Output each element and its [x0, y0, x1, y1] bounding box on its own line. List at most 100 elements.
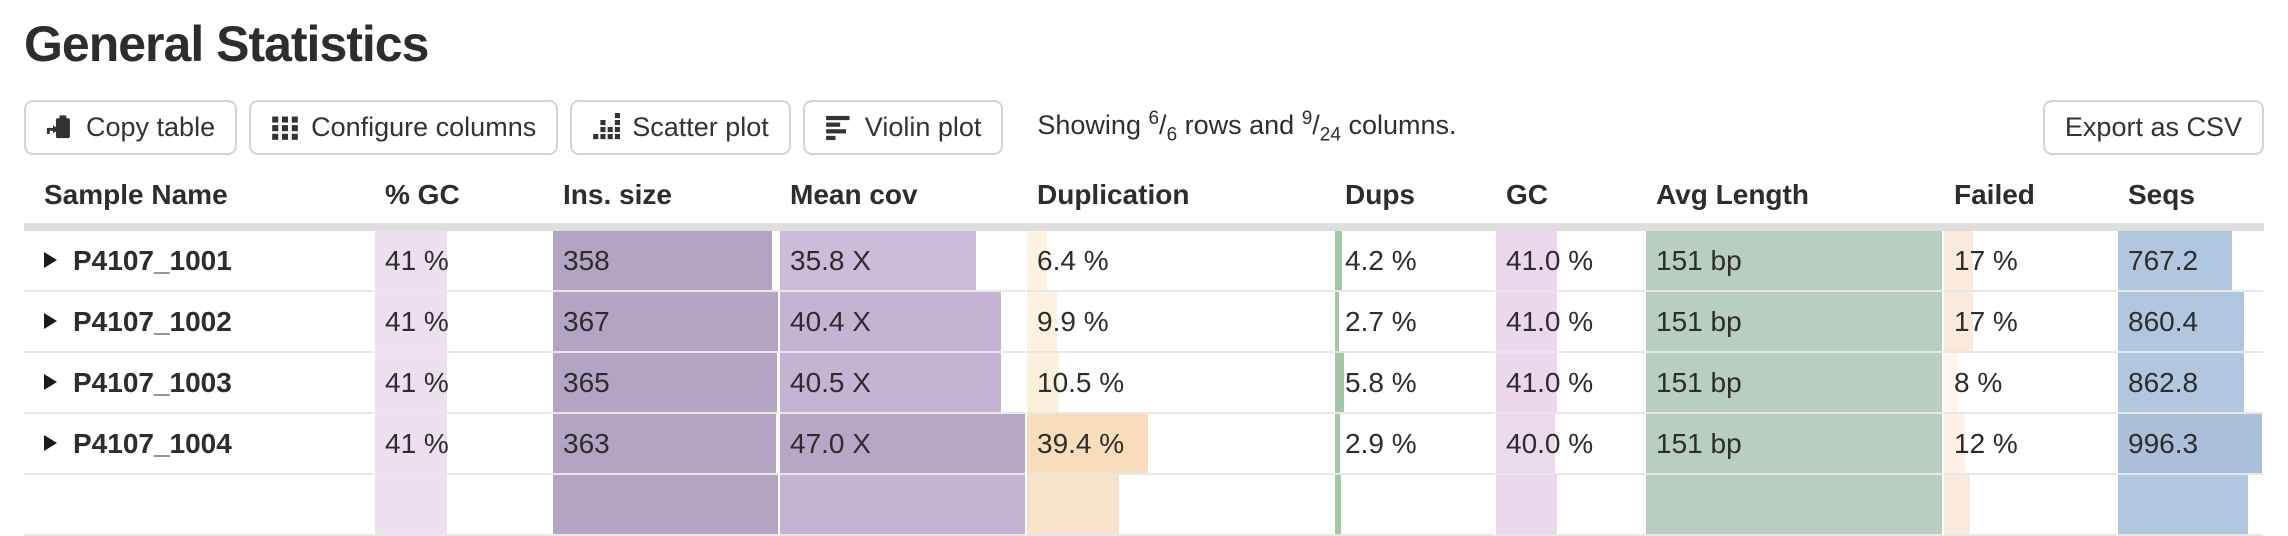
value-bar — [2118, 291, 2244, 351]
cell-value: 12 % — [1954, 427, 2018, 459]
cell-value: 8 % — [1954, 366, 2003, 398]
cell-value: 41 % — [385, 244, 449, 276]
cell-value: 151 bp — [1656, 305, 1742, 337]
cell-ins-size: 367 — [553, 291, 780, 353]
sample-name-label: P4107_1004 — [73, 427, 232, 459]
violin-plot-button[interactable]: Violin plot — [802, 99, 1004, 155]
cell-duplication — [1027, 474, 1335, 536]
cell-value: 41.0 % — [1506, 244, 1594, 276]
column-header-failed[interactable]: Failed — [1944, 173, 2118, 231]
sample-name-label: P4107_1001 — [73, 244, 232, 276]
value-bar — [1944, 352, 1958, 412]
cell-gc-pct — [375, 474, 553, 536]
cell-failed: 12 % — [1944, 413, 2118, 475]
column-header-gc-pct[interactable]: % GC — [375, 173, 553, 231]
value-bar — [780, 230, 976, 290]
cell-mean-cov: 40.5 X — [780, 352, 1027, 414]
table-toolbar: Copy table Configure columns — [24, 99, 2264, 155]
grid-columns-icon — [271, 113, 299, 141]
cell-gc: 40.0 % — [1496, 413, 1646, 475]
cell-seqs: 860.4 — [2118, 291, 2264, 353]
sample-name-label: P4107_1003 — [73, 366, 232, 398]
column-header-dups[interactable]: Dups — [1335, 173, 1496, 231]
cell-seqs: 767.2 — [2118, 230, 2264, 292]
value-bar — [780, 291, 1001, 351]
value-bar — [1944, 230, 1974, 290]
value-bar — [780, 474, 1025, 534]
table-row: P4107_1003 41 % 365 40.5 X 10.5 % 5.8 % 41.0 %… — [24, 352, 2264, 414]
general-statistics-table: Sample Name% GC Ins. size Mean cov Duplicat… — [24, 173, 2264, 536]
column-header-ins-size[interactable]: Ins. size — [553, 173, 780, 231]
value-bar — [375, 474, 448, 534]
value-bar — [1027, 474, 1119, 534]
cell-sample-name: P4107_1004 — [24, 413, 375, 475]
cols-shown: 9 — [1301, 107, 1313, 129]
cell-value: 358 — [563, 244, 610, 276]
column-header-gc[interactable]: GC — [1496, 173, 1646, 231]
table-status-text: Showing 6/6 rows and 9/24 columns. — [1037, 107, 1457, 146]
cell-mean-cov: 35.8 X — [780, 230, 1027, 292]
scatter-plot-button[interactable]: Scatter plot — [570, 99, 791, 155]
value-bar — [1646, 413, 1942, 473]
cell-avg-length — [1646, 474, 1944, 536]
cell-gc-pct: 41 % — [375, 230, 553, 292]
column-header-sample[interactable]: Sample Name — [24, 173, 375, 231]
general-statistics-section: General Statistics Copy table — [0, 16, 2288, 536]
cell-gc: 41.0 % — [1496, 230, 1646, 292]
value-bar — [1646, 291, 1942, 351]
table-header-row: Sample Name% GC Ins. size Mean cov Duplicat… — [24, 173, 2264, 231]
value-bar — [375, 230, 448, 290]
value-bar — [1335, 413, 1340, 473]
table-row: P4107_1004 41 % 363 47.0 X 39.4 % 2.9 % 40.0 %… — [24, 413, 2264, 475]
value-bar — [1027, 291, 1058, 351]
row-expand-triangle-icon[interactable] — [44, 435, 57, 451]
cell-duplication: 6.4 % — [1027, 230, 1335, 292]
value-bar — [1027, 230, 1047, 290]
cell-gc-pct: 41 % — [375, 352, 553, 414]
cell-value: 365 — [563, 366, 610, 398]
configure-columns-button[interactable]: Configure columns — [249, 99, 559, 155]
rows-total: 6 — [1166, 124, 1178, 146]
value-bar — [1496, 413, 1556, 473]
cell-avg-length: 151 bp — [1646, 230, 1944, 292]
cell-value: 41.0 % — [1506, 366, 1594, 398]
cell-value: 860.4 — [2128, 305, 2199, 337]
table-row: P4107_1002 41 % 367 40.4 X 9.9 % 2.7 % 41.0 % 1… — [24, 291, 2264, 353]
cell-dups — [1335, 474, 1496, 536]
cell-ins-size — [553, 474, 780, 536]
cell-dups: 2.7 % — [1335, 291, 1496, 353]
cell-sample-name — [24, 474, 375, 536]
value-bar — [780, 352, 1001, 412]
cell-value: 35.8 X — [790, 244, 871, 276]
table-row-partial — [24, 474, 2264, 536]
sample-name-label: P4107_1002 — [73, 305, 232, 337]
cell-value: 41.0 % — [1506, 305, 1594, 337]
cell-ins-size: 363 — [553, 413, 780, 475]
column-header-avg-length[interactable]: Avg Length — [1646, 173, 1944, 231]
cell-mean-cov: 47.0 X — [780, 413, 1027, 475]
cell-avg-length: 151 bp — [1646, 291, 1944, 353]
cell-value: 17 % — [1954, 305, 2018, 337]
row-expand-triangle-icon[interactable] — [44, 313, 57, 329]
value-bar — [375, 352, 448, 412]
cell-value: 9.9 % — [1037, 305, 1109, 337]
export-csv-label: Export as CSV — [2064, 111, 2242, 142]
cell-failed: 8 % — [1944, 352, 2118, 414]
row-expand-triangle-icon[interactable] — [44, 374, 57, 390]
cell-value: 151 bp — [1656, 427, 1742, 459]
cell-gc-pct: 41 % — [375, 291, 553, 353]
value-bar — [553, 352, 777, 412]
cell-sample-name: P4107_1003 — [24, 352, 375, 414]
row-expand-triangle-icon[interactable] — [44, 252, 57, 268]
export-csv-button[interactable]: Export as CSV — [2042, 99, 2264, 155]
value-bar — [1027, 413, 1148, 473]
copy-table-button[interactable]: Copy table — [24, 99, 238, 155]
column-header-seqs[interactable]: Seqs — [2118, 173, 2264, 231]
cell-duplication: 10.5 % — [1027, 352, 1335, 414]
cell-ins-size: 365 — [553, 352, 780, 414]
value-bar — [1646, 474, 1942, 534]
value-bar — [553, 474, 778, 534]
column-header-mean-cov[interactable]: Mean cov — [780, 173, 1027, 231]
column-header-duplication[interactable]: Duplication — [1027, 173, 1335, 231]
rows-shown: 6 — [1148, 107, 1160, 129]
